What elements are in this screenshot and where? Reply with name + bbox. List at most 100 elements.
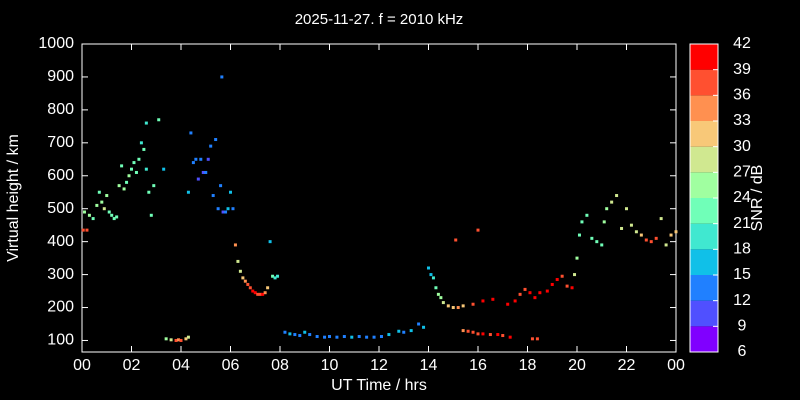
data-point: [256, 292, 260, 296]
colorbar-bin: [690, 172, 718, 198]
data-point: [565, 284, 569, 288]
data-point: [496, 333, 500, 337]
data-point: [81, 228, 85, 232]
data-point: [110, 213, 114, 217]
y-tick-label: 200: [47, 299, 74, 316]
colorbar-bin: [690, 146, 718, 173]
data-point: [476, 228, 480, 232]
data-point: [605, 207, 609, 211]
colorbar-bin: [690, 121, 718, 147]
data-point: [602, 220, 606, 224]
x-tick-label: 18: [519, 357, 537, 374]
data-point: [120, 164, 124, 168]
data-point: [147, 190, 151, 194]
data-point: [164, 337, 168, 341]
data-point: [186, 190, 190, 194]
data-point: [177, 338, 181, 342]
y-tick-label: 400: [47, 233, 74, 250]
data-point: [105, 194, 109, 198]
data-point: [216, 207, 220, 211]
data-point: [157, 118, 161, 122]
data-point: [263, 291, 267, 295]
y-tick-label: 900: [47, 68, 74, 85]
y-axis-label: Virtual height / km: [5, 134, 22, 262]
data-point: [409, 329, 413, 333]
data-point: [134, 170, 138, 174]
data-point: [211, 194, 215, 198]
data-point: [535, 337, 539, 341]
data-point: [144, 167, 148, 171]
data-point: [639, 233, 643, 237]
data-point: [127, 174, 131, 178]
data-point: [610, 200, 614, 204]
data-point: [144, 121, 148, 125]
data-point: [268, 240, 272, 244]
colorbar-tick-label: 12: [733, 292, 751, 309]
data-point: [137, 157, 141, 161]
colorbar-bin: [690, 223, 718, 250]
data-point: [194, 157, 198, 161]
colorbar-label: SNR / dB: [749, 165, 766, 232]
y-tick-label: 600: [47, 167, 74, 184]
data-point: [649, 240, 653, 244]
data-point: [357, 335, 361, 339]
data-point: [555, 278, 559, 282]
data-point: [293, 333, 297, 337]
data-point: [107, 210, 111, 214]
data-point: [600, 243, 604, 247]
colorbar-tick-label: 9: [738, 318, 747, 335]
data-point: [523, 287, 527, 291]
colorbar-tick-label: 30: [733, 138, 751, 155]
colorbar-tick-label: 6: [738, 343, 747, 360]
data-point: [570, 286, 574, 290]
data-point: [191, 161, 195, 165]
colorbar-bin: [690, 44, 718, 70]
data-point: [451, 306, 455, 310]
data-point: [466, 329, 470, 333]
data-point: [236, 259, 240, 263]
data-point: [508, 335, 512, 339]
data-point: [441, 301, 445, 305]
data-point: [372, 335, 376, 339]
colorbar-bin: [690, 326, 718, 352]
x-tick-label: 12: [370, 357, 388, 374]
data-point: [196, 177, 200, 181]
data-point: [199, 157, 203, 161]
data-point: [328, 335, 331, 339]
data-point: [575, 256, 579, 260]
data-point: [298, 334, 302, 338]
data-point: [206, 157, 210, 161]
colorbar-tick-label: 42: [733, 35, 751, 52]
data-point: [179, 338, 183, 342]
colorbar-tick-label: 39: [733, 61, 751, 78]
x-tick-label: 22: [618, 357, 636, 374]
data-point: [323, 335, 327, 339]
data-point: [471, 302, 475, 306]
colorbar-bin: [690, 275, 718, 301]
data-point: [132, 161, 136, 165]
data-point: [233, 243, 237, 247]
colorbar-tick-label: 33: [733, 112, 751, 129]
data-point: [184, 337, 188, 341]
data-point: [664, 243, 668, 247]
x-tick-label: 16: [469, 357, 487, 374]
data-point: [253, 291, 257, 295]
data-point: [162, 167, 166, 171]
data-point: [308, 333, 312, 337]
data-point: [303, 330, 307, 334]
data-point: [342, 335, 346, 339]
colorbar-bin: [690, 300, 718, 327]
data-point: [436, 292, 440, 296]
data-point: [117, 184, 121, 188]
data-point: [625, 207, 628, 211]
data-point: [422, 325, 426, 329]
data-point: [315, 335, 319, 339]
data-point: [365, 335, 369, 339]
data-point: [122, 187, 126, 191]
data-point: [481, 299, 485, 303]
data-point: [97, 190, 101, 194]
colorbar-tick-label: 18: [733, 241, 751, 258]
data-point: [454, 238, 458, 242]
data-point: [644, 238, 648, 242]
